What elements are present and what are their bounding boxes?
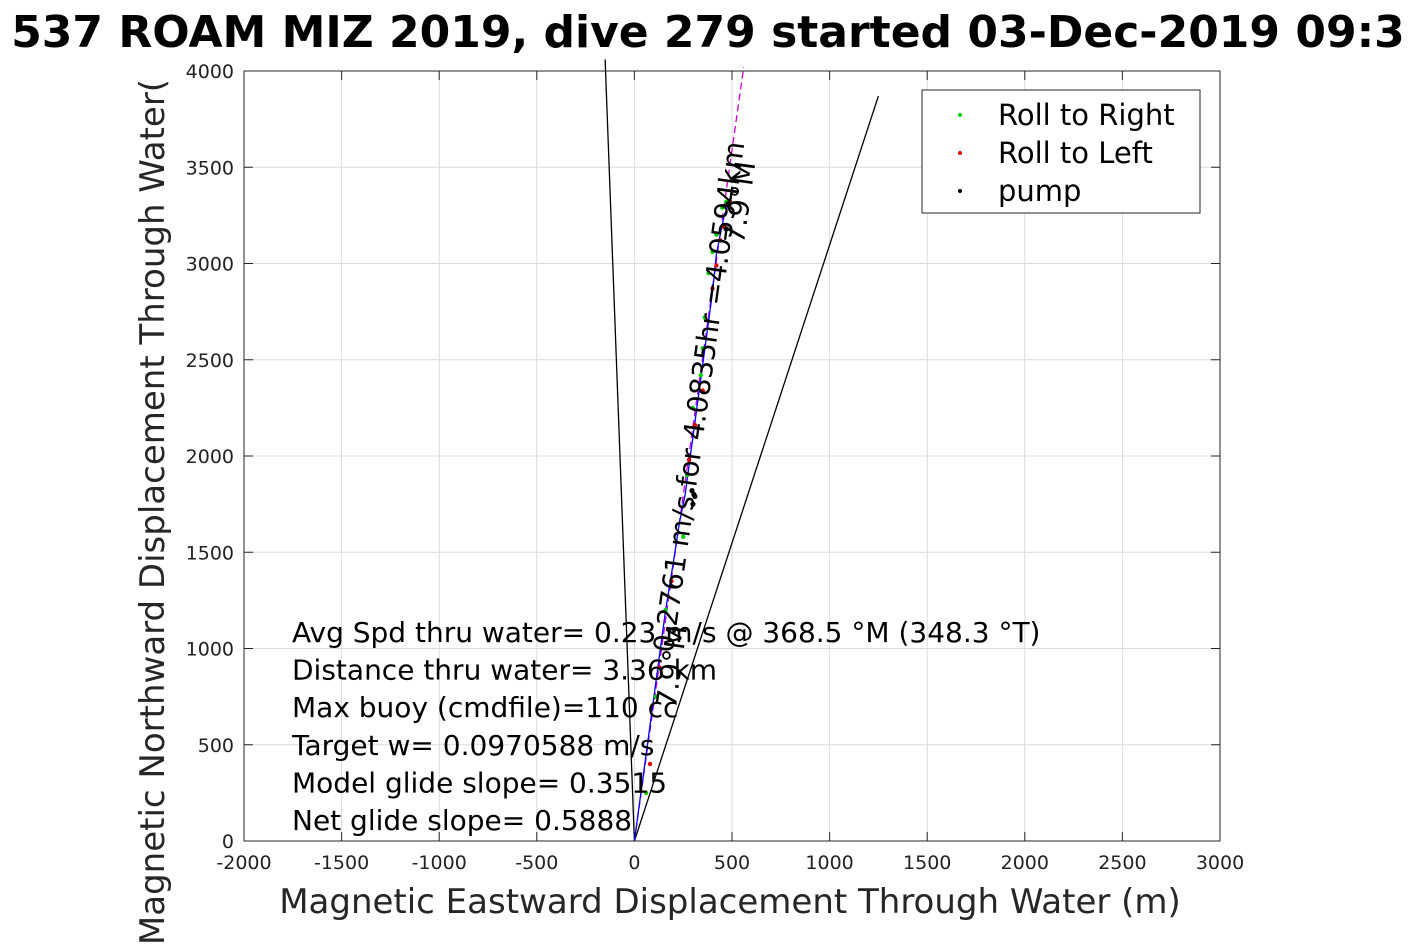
x-tick-label: -1500 xyxy=(314,852,369,874)
x-tick-label: 2000 xyxy=(1001,852,1049,874)
plot-frame xyxy=(243,70,1221,842)
pump-point xyxy=(689,488,695,494)
x-tick-label: -500 xyxy=(515,852,558,874)
roll-left-point xyxy=(669,578,674,584)
x-tick-label: 1000 xyxy=(805,852,853,874)
stat-line: Avg Spd thru water= 0.23 m/s @ 368.5 °M … xyxy=(292,616,1040,649)
roll-left-point xyxy=(657,665,662,670)
roll-right-point xyxy=(702,315,707,320)
legend: Roll to Right Roll to Left pump xyxy=(921,89,1201,214)
roll-right-point xyxy=(643,790,649,796)
pump-point xyxy=(725,201,731,207)
roll-right-point xyxy=(698,372,703,378)
y-tick-label: 3500 xyxy=(186,157,234,179)
y-axis-label: Magnetic Northward Displacement Through … xyxy=(133,79,173,945)
ticks: -2000 -1500 -1000 -500 0 500 1000 1500 2000 2500 3… xyxy=(186,61,1245,874)
reference-line xyxy=(604,59,636,842)
y-tick-label: 500 xyxy=(198,735,234,757)
roll-right-point xyxy=(653,694,659,699)
legend-box xyxy=(921,89,1201,214)
svg-text:Magnetic Northward Displacemen: Magnetic Northward Displacement Through … xyxy=(133,79,173,945)
y-tick-label: 1000 xyxy=(186,639,234,661)
stat-line: Target w= 0.0970588 m/s xyxy=(291,729,654,762)
x-tick-label: 1500 xyxy=(903,852,951,874)
y-tick-label: 2500 xyxy=(186,350,234,372)
roll-left-point xyxy=(700,388,705,393)
stat-line: Distance thru water= 3.36 km xyxy=(292,654,717,687)
legend-marker-roll-left xyxy=(958,151,962,155)
legend-marker-roll-right xyxy=(958,113,962,117)
y-tick-label: 3000 xyxy=(186,254,234,276)
y-tick-label: 4000 xyxy=(186,61,234,83)
roll-right-point xyxy=(663,607,668,613)
roll-left-point xyxy=(686,457,692,463)
x-tick-label: 500 xyxy=(714,852,750,874)
reference-line xyxy=(633,95,880,842)
legend-label-roll-right: Roll to Right xyxy=(998,98,1175,132)
stat-line: Net glide slope= 0.5888 xyxy=(292,804,632,837)
roll-left-point xyxy=(647,761,653,767)
pump-point xyxy=(723,226,729,232)
roll-right-point xyxy=(700,346,705,351)
roll-right-point xyxy=(690,405,696,411)
pump-point xyxy=(692,493,698,500)
chart-title: 537 ROAM MIZ 2019, dive 279 started 03-D… xyxy=(11,7,1405,58)
roll-left-point xyxy=(710,286,715,291)
roll-right-point xyxy=(710,249,715,255)
stat-line: Max buoy (cmdfile)=110 cc xyxy=(292,691,678,724)
roll-left-point xyxy=(714,263,719,268)
y-tick-label: 0 xyxy=(222,831,234,853)
legend-label-roll-left: Roll to Left xyxy=(998,136,1153,170)
roll-right-point xyxy=(706,270,711,276)
y-tick-label: 2000 xyxy=(186,446,234,468)
roll-right-point xyxy=(720,205,725,210)
x-tick-label: 2500 xyxy=(1098,852,1146,874)
svg-text:Magnetic Eastward Displacement: Magnetic Eastward Displacement Through W… xyxy=(279,882,1181,922)
roll-left-point xyxy=(692,423,698,428)
stat-line: Model glide slope= 0.3515 xyxy=(292,766,667,799)
y-tick-label: 1500 xyxy=(186,542,234,564)
roll-left-point xyxy=(718,238,723,243)
x-tick-label: -2000 xyxy=(216,852,271,874)
x-tick-label: 0 xyxy=(628,852,640,874)
legend-marker-pump xyxy=(958,189,962,193)
pump-point xyxy=(690,501,696,507)
x-tick-label: -1000 xyxy=(412,852,467,874)
x-axis-label: Magnetic Eastward Displacement Through W… xyxy=(279,882,1181,922)
roll-right-point xyxy=(684,473,690,478)
stats-text: Avg Spd thru water= 0.23 m/s @ 368.5 °M … xyxy=(291,616,1040,837)
legend-label-pump: pump xyxy=(998,174,1081,208)
roll-right-point xyxy=(681,534,686,540)
roll-right-point xyxy=(714,232,719,237)
heading-line xyxy=(633,67,745,842)
series xyxy=(604,59,880,842)
x-tick-label: 3000 xyxy=(1196,852,1244,874)
